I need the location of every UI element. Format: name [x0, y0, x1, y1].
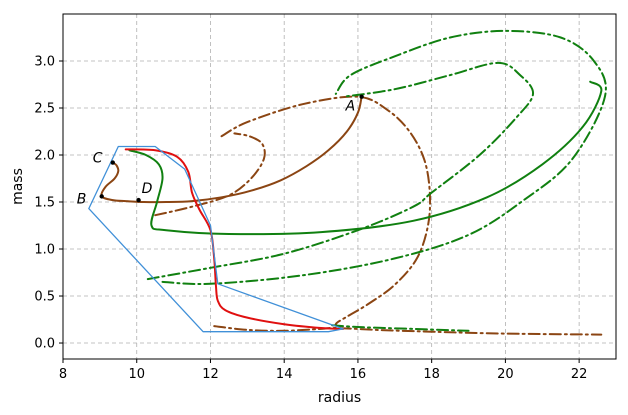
y-tick-label: 1.5 — [34, 196, 55, 211]
x-tick-label: 20 — [497, 367, 514, 382]
series-line-blue-solid — [88, 145, 344, 333]
point-label: C — [93, 151, 103, 167]
series-line-green-dashdot — [331, 324, 470, 332]
x-tick-label: 8 — [59, 367, 67, 382]
point-marker — [359, 94, 364, 99]
point-marker — [136, 197, 141, 203]
y-tick-label: 3.0 — [34, 55, 55, 70]
point-marker — [99, 194, 104, 199]
series-line-green-dashdot — [146, 61, 535, 281]
point-label: A — [345, 99, 356, 115]
point-label: B — [77, 191, 87, 207]
series-group — [88, 29, 607, 336]
series-line-red-solid — [124, 148, 345, 330]
x-tick-label: 16 — [350, 367, 367, 382]
y-axis-label: mass — [10, 168, 26, 205]
point-label: D — [142, 181, 153, 197]
x-tick-label: 10 — [128, 367, 145, 382]
x-tick-label: 12 — [202, 367, 219, 382]
series-line-green-solid — [128, 80, 603, 236]
y-tick-label: 2.5 — [34, 102, 55, 117]
x-axis-ticks: 8 10 12 14 16 18 20 22 — [59, 359, 588, 382]
marked-points: A B C D — [77, 94, 364, 207]
x-axis-label: radius — [318, 390, 361, 406]
series-line-brown-solid — [100, 95, 363, 204]
y-axis-ticks: 0.0 0.5 1.0 1.5 2.0 2.5 3.0 — [34, 55, 63, 352]
x-tick-label: 14 — [276, 367, 293, 382]
series-line-brown-dashdot — [213, 325, 603, 336]
x-tick-label: 22 — [571, 367, 588, 382]
x-tick-label: 18 — [423, 367, 440, 382]
point-marker — [110, 160, 115, 165]
y-tick-label: 2.0 — [34, 149, 55, 164]
series-line-brown-dashdot — [220, 95, 432, 329]
series-line-green-dashdot — [161, 29, 607, 286]
y-tick-label: 0.0 — [34, 337, 55, 352]
grid — [62, 14, 616, 359]
y-tick-label: 1.0 — [34, 243, 55, 258]
y-tick-label: 0.5 — [34, 290, 55, 305]
plot-frame — [62, 13, 617, 360]
series-line-brown-dashdot — [154, 132, 266, 217]
